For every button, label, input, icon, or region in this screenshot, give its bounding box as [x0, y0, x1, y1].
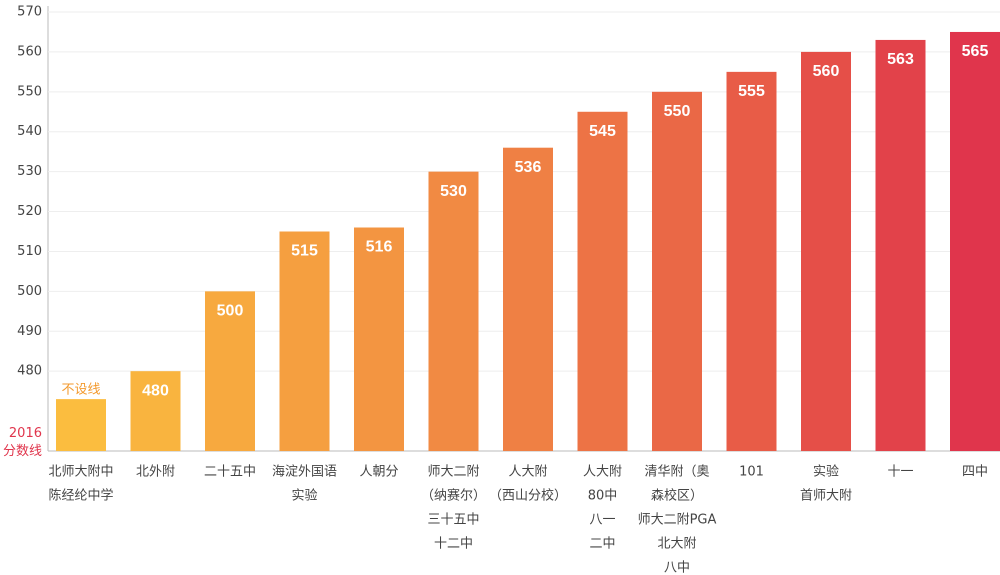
x-tick-label: 实验	[291, 488, 317, 504]
x-tick-label: 八中	[664, 561, 690, 575]
x-tick-label: 首师大附	[800, 489, 852, 504]
y-tick-label: 540	[17, 124, 42, 139]
x-tick-label: 十二中	[434, 537, 473, 552]
x-tick-label: 森校区）	[651, 488, 703, 504]
x-tick-label: 北师大附中	[48, 465, 113, 480]
y-tick-label: 490	[17, 324, 42, 339]
x-tick-label: 三十五中	[427, 513, 479, 528]
bar	[801, 51, 851, 452]
y-tick-label: 480	[17, 364, 42, 379]
x-tick-label: 二中	[589, 537, 615, 552]
value-label: 555	[738, 83, 765, 100]
value-label: 565	[962, 43, 989, 60]
y-tick-label: 510	[17, 244, 42, 259]
bar	[875, 39, 926, 451]
bar	[950, 31, 1000, 451]
value-label: 515	[291, 243, 318, 260]
value-label: 不设线	[61, 383, 100, 398]
value-label: 560	[813, 63, 840, 80]
x-tick-label: 二十五中	[204, 465, 256, 480]
value-label: 545	[589, 123, 616, 140]
y-tick-label: 530	[17, 164, 42, 179]
x-tick-label: 北大附	[657, 537, 696, 552]
bar	[279, 231, 330, 451]
y-tick-label: 570	[17, 5, 42, 20]
x-tick-label: 人大附	[508, 465, 547, 480]
bar	[130, 371, 181, 451]
bar	[503, 147, 553, 451]
value-label: 516	[366, 239, 393, 256]
bar	[726, 71, 777, 451]
value-label: 536	[515, 159, 542, 176]
y-tick-label: 2016 分数线	[3, 426, 42, 459]
x-tick-label: 师大二附	[427, 465, 479, 480]
y-tick-label: 520	[17, 204, 42, 219]
x-tick-label: 八一	[589, 513, 615, 528]
x-tick-label: 师大二附PGA	[638, 513, 717, 528]
x-tick-label: 北外附	[136, 465, 175, 480]
y-tick-label: 560	[17, 44, 42, 59]
x-tick-label: 清华附（奥	[644, 465, 709, 480]
bar	[652, 91, 702, 452]
bar	[428, 171, 479, 452]
x-tick-label: 人大附	[583, 465, 622, 480]
y-tick-label: 500	[17, 284, 42, 299]
value-label: 500	[217, 303, 244, 320]
x-tick-label: 101	[739, 465, 764, 480]
x-tick-label: 80中	[588, 489, 618, 504]
y-tick-label: 550	[17, 84, 42, 99]
bar	[56, 399, 106, 451]
x-tick-label: 实验	[813, 464, 839, 480]
x-tick-label: （西山分校）	[489, 488, 567, 504]
value-label: 563	[887, 51, 914, 68]
bar	[354, 227, 404, 451]
x-tick-label: 十一	[887, 465, 913, 480]
x-tick-label: 人朝分	[359, 465, 398, 480]
bar	[205, 291, 255, 451]
x-tick-label: （纳赛尔）	[421, 488, 486, 504]
x-tick-label: 四中	[962, 465, 988, 480]
x-tick-label: 海淀外国语	[272, 465, 337, 480]
value-label: 550	[664, 103, 691, 120]
bar	[577, 111, 628, 451]
x-tick-label: 陈经纶中学	[48, 488, 113, 504]
value-label: 530	[440, 183, 467, 200]
value-label: 480	[142, 382, 169, 399]
